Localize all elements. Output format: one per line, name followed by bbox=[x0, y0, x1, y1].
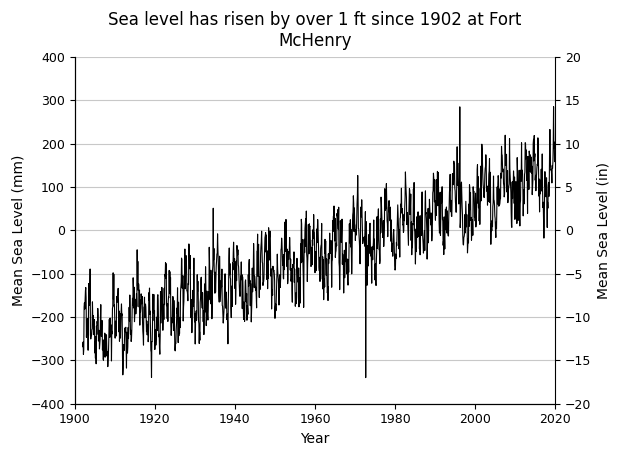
X-axis label: Year: Year bbox=[300, 432, 330, 446]
Title: Sea level has risen by over 1 ft since 1902 at Fort
McHenry: Sea level has risen by over 1 ft since 1… bbox=[108, 11, 522, 50]
Y-axis label: Mean Sea Level (mm): Mean Sea Level (mm) bbox=[11, 154, 25, 306]
Y-axis label: Mean Sea Level (in): Mean Sea Level (in) bbox=[597, 162, 611, 299]
